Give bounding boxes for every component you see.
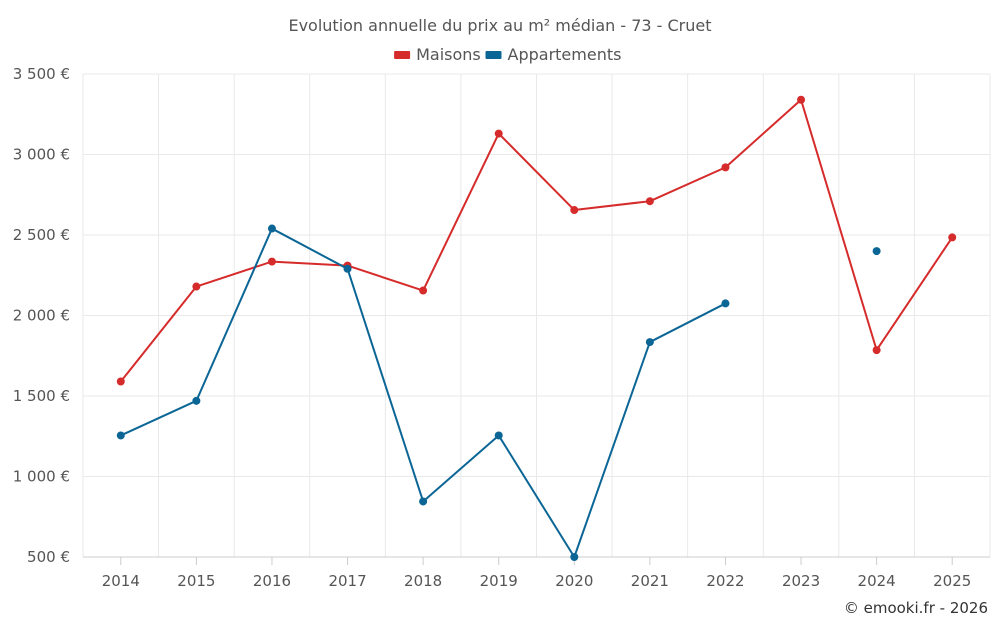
data-point-maisons[interactable] bbox=[721, 163, 730, 172]
y-tick-label: 3 500 € bbox=[13, 65, 70, 83]
data-point-maisons[interactable] bbox=[645, 197, 654, 206]
y-tick-label: 1 000 € bbox=[13, 468, 70, 486]
data-point-maisons[interactable] bbox=[948, 233, 957, 242]
x-tick-label: 2022 bbox=[706, 572, 744, 590]
y-tick-label: 3 000 € bbox=[13, 146, 70, 164]
legend-item-appartements[interactable]: Appartements bbox=[485, 45, 622, 64]
y-tick-label: 1 500 € bbox=[13, 387, 70, 405]
x-tick-label: 2025 bbox=[933, 572, 971, 590]
data-point-appartements[interactable] bbox=[419, 497, 428, 506]
x-tick-label: 2021 bbox=[631, 572, 669, 590]
data-point-appartements[interactable] bbox=[494, 431, 503, 440]
y-tick-label: 500 € bbox=[27, 548, 70, 566]
legend-swatch-appartements bbox=[485, 51, 502, 59]
data-point-appartements[interactable] bbox=[721, 299, 730, 308]
x-tick-label: 2016 bbox=[253, 572, 291, 590]
series-layer bbox=[116, 95, 957, 561]
data-point-appartements[interactable] bbox=[116, 431, 125, 440]
chart-title: Evolution annuelle du prix au m² médian … bbox=[288, 16, 711, 35]
x-tick-label: 2019 bbox=[480, 572, 518, 590]
data-point-appartements[interactable] bbox=[343, 264, 352, 273]
data-point-maisons[interactable] bbox=[116, 377, 125, 386]
data-point-maisons[interactable] bbox=[797, 95, 806, 104]
x-tick-label: 2017 bbox=[328, 572, 366, 590]
series-line-maisons bbox=[120, 98, 954, 383]
x-tick-label: 2023 bbox=[782, 572, 820, 590]
y-tick-label: 2 500 € bbox=[13, 226, 70, 244]
data-point-appartements[interactable] bbox=[645, 338, 654, 347]
legend-swatch-maisons bbox=[394, 51, 411, 59]
legend-label-maisons: Maisons bbox=[416, 45, 481, 64]
data-point-maisons[interactable] bbox=[872, 346, 881, 355]
data-point-maisons[interactable] bbox=[494, 129, 503, 138]
axes: 500 € 1 000 € 1 500 € 2 000 € 2 500 € 3 000 €… bbox=[13, 65, 990, 590]
legend-item-maisons[interactable]: Maisons bbox=[394, 45, 481, 64]
y-tick-label: 2 000 € bbox=[13, 307, 70, 325]
data-point-maisons[interactable] bbox=[570, 206, 579, 215]
data-point-appartements[interactable] bbox=[570, 553, 579, 561]
data-point-maisons[interactable] bbox=[267, 257, 276, 266]
credit-text: © emooki.fr - 2026 bbox=[843, 599, 988, 617]
data-point-appartements[interactable] bbox=[192, 396, 201, 405]
gridlines bbox=[82, 73, 991, 557]
legend: Maisons Appartements bbox=[394, 45, 621, 64]
x-tick-label: 2015 bbox=[177, 572, 215, 590]
x-tick-label: 2020 bbox=[555, 572, 593, 590]
x-tick-label: 2024 bbox=[858, 572, 896, 590]
data-point-maisons[interactable] bbox=[192, 282, 201, 291]
data-point-appartements[interactable] bbox=[872, 247, 881, 256]
x-tick-label: 2014 bbox=[102, 572, 140, 590]
series-line-appartements bbox=[120, 227, 726, 558]
legend-label-appartements: Appartements bbox=[508, 45, 622, 64]
data-point-appartements[interactable] bbox=[267, 224, 276, 233]
data-point-maisons[interactable] bbox=[419, 286, 428, 295]
x-tick-label: 2018 bbox=[404, 572, 442, 590]
